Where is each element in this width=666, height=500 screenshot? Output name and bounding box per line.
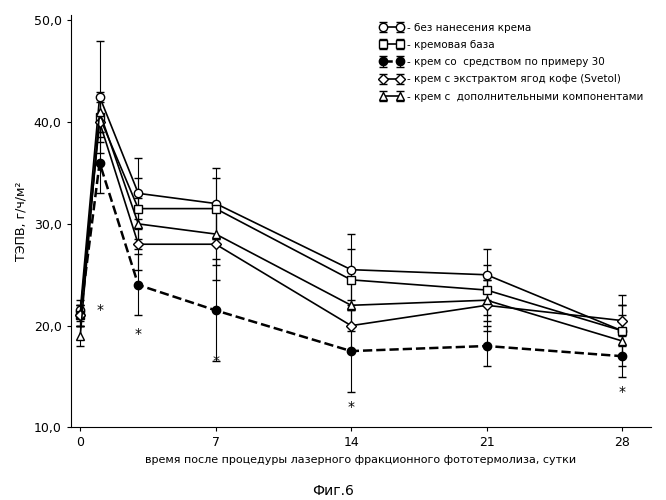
Text: Фиг.6: Фиг.6 xyxy=(312,484,354,498)
Text: *: * xyxy=(212,354,219,368)
Text: *: * xyxy=(619,385,625,399)
Text: *: * xyxy=(135,327,142,341)
X-axis label: время после процедуры лазерного фракционного фототермолиза, сутки: время после процедуры лазерного фракцион… xyxy=(145,455,576,465)
Text: *: * xyxy=(348,400,354,414)
Y-axis label: ТЭПВ, г/ч/м²: ТЭПВ, г/ч/м² xyxy=(15,182,28,261)
Text: *: * xyxy=(96,304,103,318)
Legend: - без нанесения крема, - кремовая база, - крем со  средством по примеру 30, - кр: - без нанесения крема, - кремовая база, … xyxy=(376,18,648,106)
